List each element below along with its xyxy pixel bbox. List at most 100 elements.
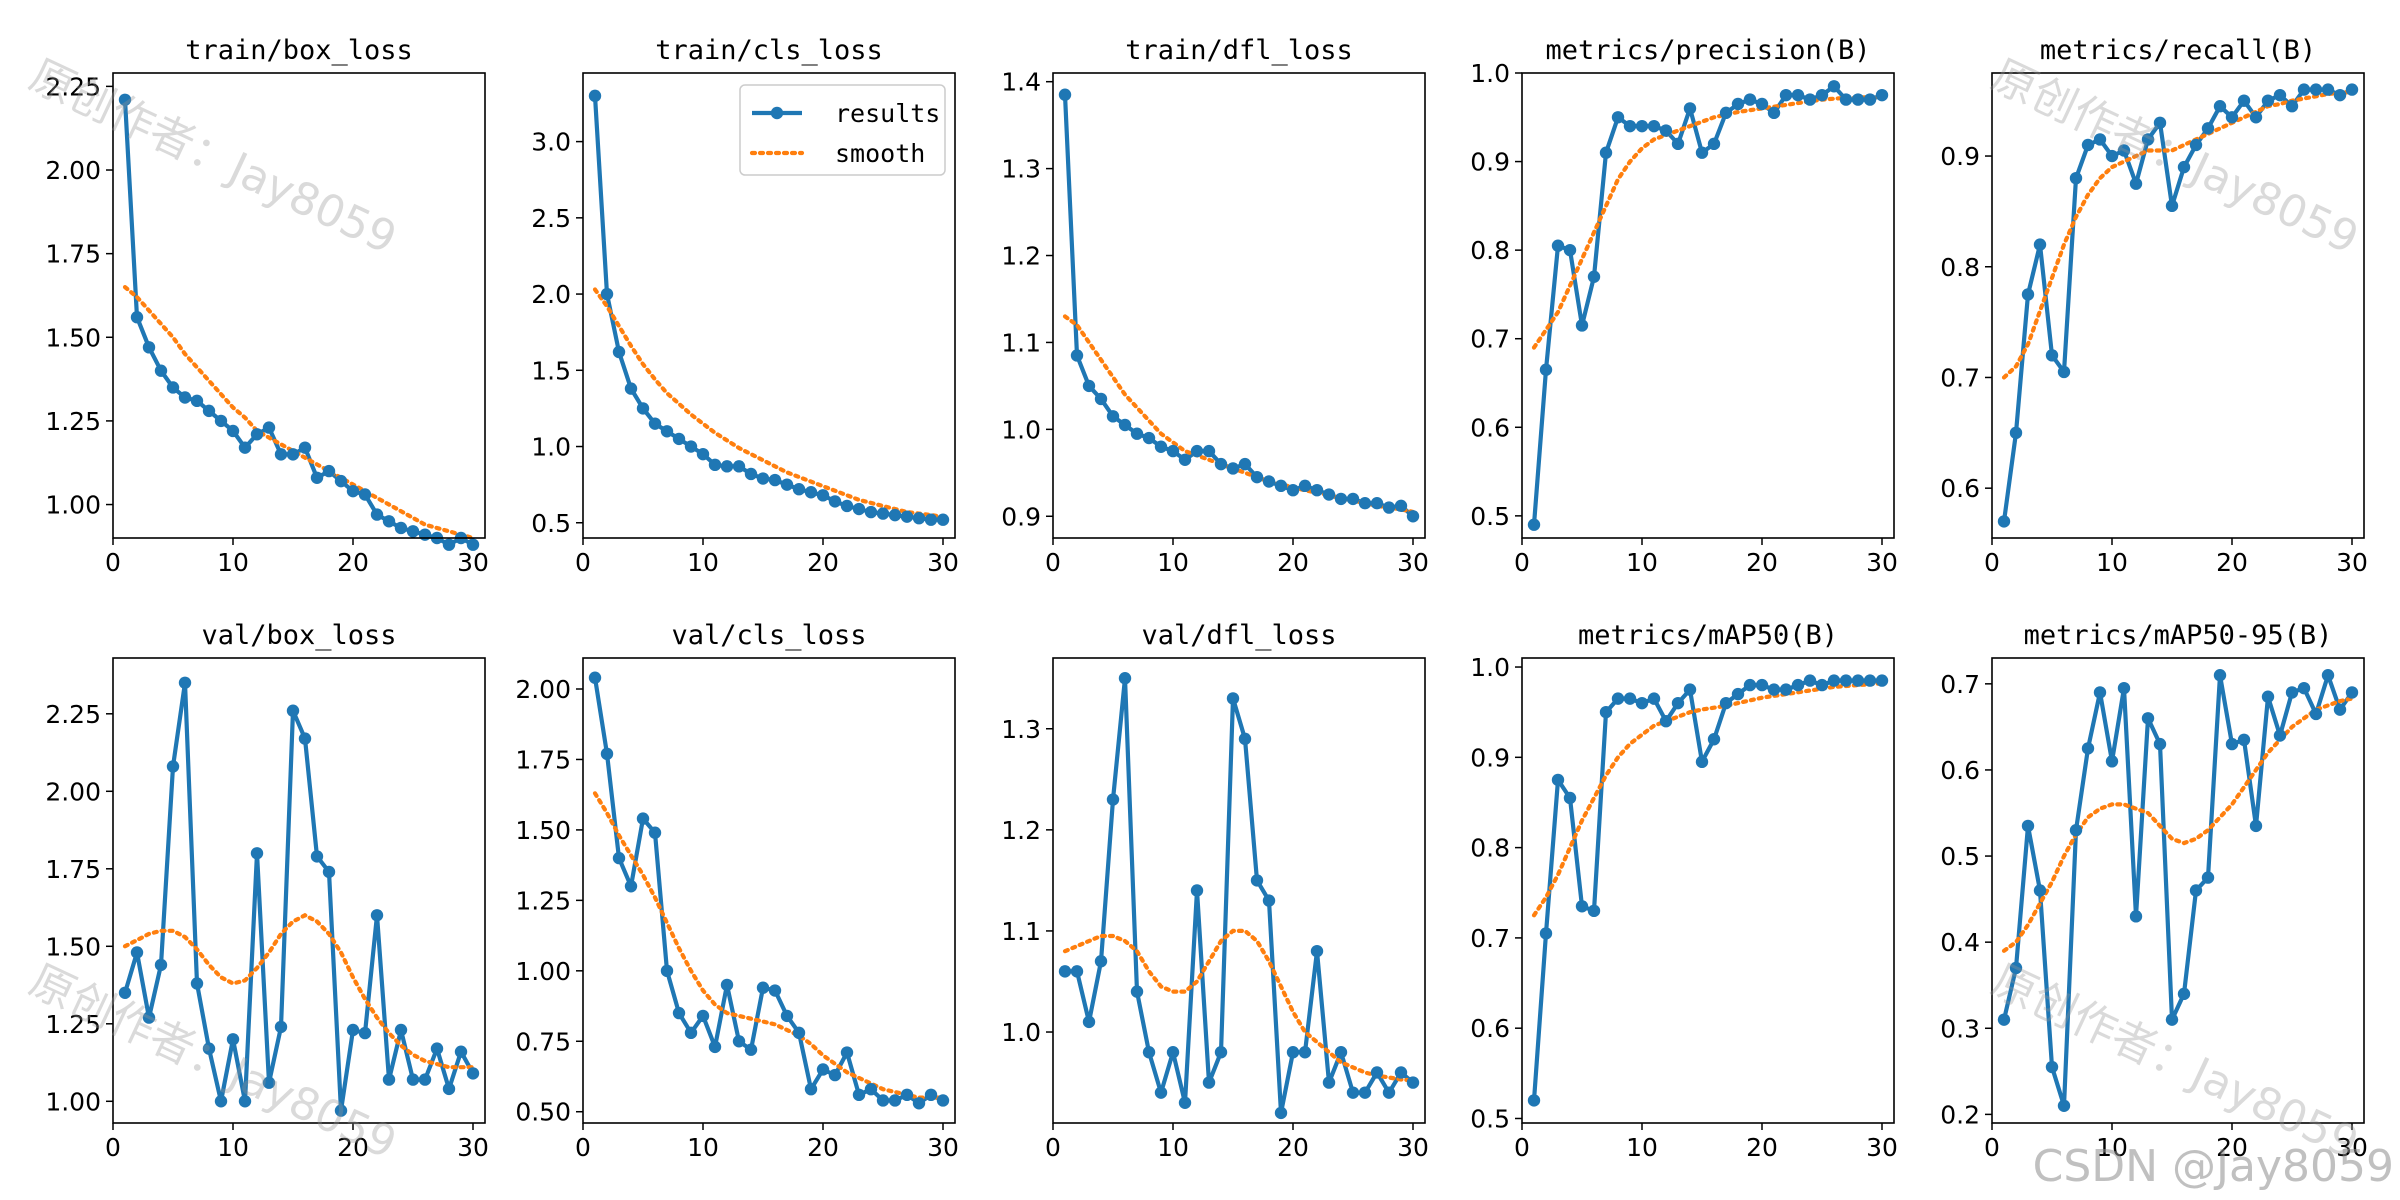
y-tick-label: 0.8 (1470, 834, 1510, 863)
y-tick-label: 2.0 (531, 280, 571, 309)
results-point (2297, 83, 2311, 96)
y-tick-label: 0.7 (1940, 363, 1980, 392)
results-point (816, 1063, 830, 1076)
results-point (1575, 319, 1589, 332)
results-line (2001, 87, 2353, 522)
results-point (1779, 88, 1793, 102)
x-tick-label: 20 (807, 548, 839, 577)
x-tick-label: 0 (575, 548, 591, 577)
results-point (1322, 488, 1336, 501)
chart-title: metrics/mAP50-95(B) (2024, 620, 2333, 651)
results-point (1755, 678, 1769, 692)
results-point (1551, 773, 1565, 787)
results-point (1250, 470, 1264, 484)
results-point (466, 1067, 480, 1080)
results-point (1743, 93, 1757, 106)
results-line (592, 677, 944, 1106)
results-point (1322, 1076, 1336, 1089)
results-point (214, 414, 228, 428)
results-point (2213, 669, 2227, 682)
results-point (1623, 119, 1637, 133)
results-point (382, 1073, 396, 1086)
results-point (1142, 1046, 1156, 1059)
results-point (744, 467, 758, 481)
results-point (382, 515, 396, 528)
results-point (238, 1095, 252, 1108)
results-point (2237, 94, 2251, 107)
results-point (1803, 674, 1817, 687)
results-point (1851, 674, 1865, 687)
results-point (418, 528, 432, 541)
results-point (1719, 106, 1733, 120)
y-tick-label: 0.5 (1470, 1104, 1510, 1133)
results-point (2045, 349, 2059, 362)
x-tick-label: 20 (1746, 1133, 1778, 1162)
x-tick-label: 20 (2216, 1133, 2248, 1162)
results-point (2189, 138, 2203, 152)
chart-train-dfl-loss: train/dfl_loss 0 10 20 30 0.9 1.0 1.1 1.2 1.3 1.4 (1001, 35, 1429, 577)
y-tick-label: 0.75 (515, 1027, 571, 1056)
results-point (792, 483, 806, 496)
results-point (1118, 418, 1132, 432)
results-point (1731, 687, 1745, 701)
results-point (1611, 692, 1625, 705)
results-point (2261, 690, 2275, 703)
results-point (1358, 497, 1372, 510)
results-point (2225, 737, 2239, 751)
y-tick-label: 0.5 (1470, 502, 1510, 531)
axes-frame (582, 72, 956, 539)
results-point (876, 1094, 890, 1107)
y-tick-label: 1.1 (1001, 328, 1041, 357)
results-point (792, 1026, 806, 1040)
results-point (2021, 288, 2035, 301)
y-tick-label: 1.1 (1001, 917, 1041, 946)
y-tick-label: 1.00 (45, 491, 101, 520)
results-point (2321, 83, 2335, 96)
results-point (2237, 733, 2251, 747)
results-point (1875, 674, 1889, 687)
axes-frame (112, 72, 486, 539)
results-point (600, 747, 614, 761)
y-tick-label: 1.25 (515, 886, 571, 915)
x-tick-label: 20 (1277, 548, 1309, 577)
results-point (1142, 431, 1156, 445)
y-tick-label: 0.4 (1940, 928, 1980, 957)
results-point (780, 478, 794, 491)
results-point (346, 484, 360, 498)
results-point (864, 505, 878, 519)
results-point (648, 417, 662, 430)
results-point (1863, 674, 1877, 687)
results-point (406, 1073, 420, 1086)
results-point (2093, 686, 2107, 699)
y-tick-label: 0.9 (1470, 148, 1510, 177)
results-point (816, 489, 830, 502)
results-point (214, 1095, 228, 1108)
results-point (1310, 944, 1324, 958)
results-point (2333, 88, 2347, 102)
y-tick-label: 1.50 (45, 323, 101, 352)
results-point (1154, 440, 1168, 453)
results-point (2249, 819, 2263, 833)
results-point (2189, 884, 2203, 897)
results-point (2309, 83, 2323, 96)
y-tick-label: 1.00 (515, 957, 571, 986)
x-tick-label: 30 (1866, 1133, 1898, 1162)
results-point (924, 1088, 938, 1102)
results-point (720, 978, 734, 992)
results-point (274, 448, 288, 461)
results-point (1599, 705, 1613, 719)
results-point (864, 1082, 878, 1096)
y-tick-label: 2.00 (515, 675, 571, 704)
results-point (2009, 426, 2023, 440)
results-point (2285, 686, 2299, 699)
results-point (600, 287, 614, 301)
results-point (708, 458, 722, 472)
x-tick-label: 10 (217, 1133, 249, 1162)
results-point (1058, 965, 1072, 978)
axes-frame (1052, 657, 1426, 1124)
results-point (250, 847, 264, 860)
y-tick-label: 1.75 (45, 855, 101, 884)
axes-frame (1521, 657, 1895, 1124)
results-point (1118, 672, 1132, 685)
results-point (142, 1011, 156, 1024)
